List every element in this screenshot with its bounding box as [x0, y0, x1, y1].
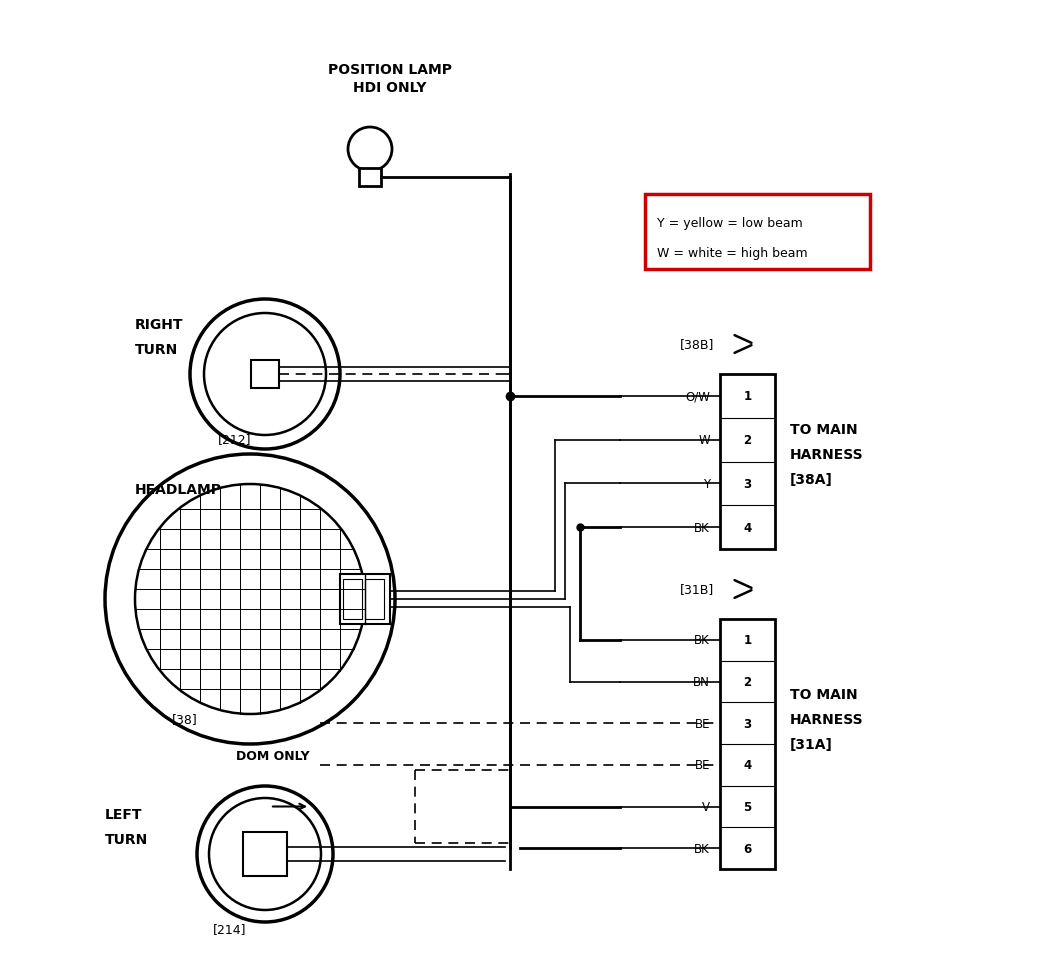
Text: TO MAIN: TO MAIN — [790, 423, 857, 436]
Text: DOM ONLY: DOM ONLY — [236, 750, 310, 763]
Text: 6: 6 — [743, 842, 752, 854]
Circle shape — [105, 455, 395, 744]
Text: HEADLAMP: HEADLAMP — [135, 482, 222, 497]
Text: [31B]: [31B] — [680, 583, 714, 596]
Text: BK: BK — [694, 633, 710, 647]
Text: BN: BN — [693, 676, 710, 688]
Text: POSITION LAMP: POSITION LAMP — [328, 62, 452, 77]
Bar — [251, 360, 279, 388]
Text: O/W: O/W — [685, 390, 710, 403]
Text: TURN: TURN — [105, 832, 148, 846]
Bar — [645, 195, 870, 270]
Bar — [343, 579, 362, 619]
Text: BE: BE — [694, 717, 710, 730]
Text: 1: 1 — [743, 633, 752, 647]
Text: HDI ONLY: HDI ONLY — [353, 81, 427, 95]
Bar — [365, 579, 384, 619]
Text: Y: Y — [703, 478, 710, 490]
Text: V: V — [702, 801, 710, 813]
Circle shape — [135, 484, 365, 714]
Text: 5: 5 — [743, 801, 752, 813]
Text: [212]: [212] — [218, 433, 252, 446]
Text: BE: BE — [694, 758, 710, 772]
Text: HARNESS: HARNESS — [790, 712, 863, 727]
Text: [31A]: [31A] — [790, 737, 833, 752]
Text: W = white = high beam: W = white = high beam — [657, 246, 808, 259]
Bar — [720, 619, 775, 869]
Text: 3: 3 — [743, 478, 752, 490]
Text: LEFT: LEFT — [105, 807, 142, 821]
Text: 3: 3 — [743, 717, 752, 730]
Bar — [243, 832, 287, 876]
Text: [214]: [214] — [213, 923, 246, 935]
Text: HARNESS: HARNESS — [790, 448, 863, 461]
Text: 2: 2 — [743, 676, 752, 688]
Text: TO MAIN: TO MAIN — [790, 687, 857, 702]
Circle shape — [190, 300, 340, 450]
Bar — [340, 575, 390, 625]
Text: BK: BK — [694, 521, 710, 534]
Text: 4: 4 — [743, 758, 752, 772]
Text: [38B]: [38B] — [680, 338, 714, 351]
Text: W: W — [698, 433, 710, 447]
Bar — [720, 375, 775, 550]
Text: [38]: [38] — [172, 713, 198, 726]
Text: [38A]: [38A] — [790, 473, 833, 486]
Text: TURN: TURN — [135, 343, 179, 357]
Text: BK: BK — [694, 842, 710, 854]
Bar — [359, 169, 381, 186]
Text: Y = yellow = low beam: Y = yellow = low beam — [657, 216, 803, 230]
Text: 1: 1 — [743, 390, 752, 403]
Text: 4: 4 — [743, 521, 752, 534]
Circle shape — [197, 786, 333, 922]
Text: RIGHT: RIGHT — [135, 318, 184, 332]
Text: 2: 2 — [743, 433, 752, 447]
